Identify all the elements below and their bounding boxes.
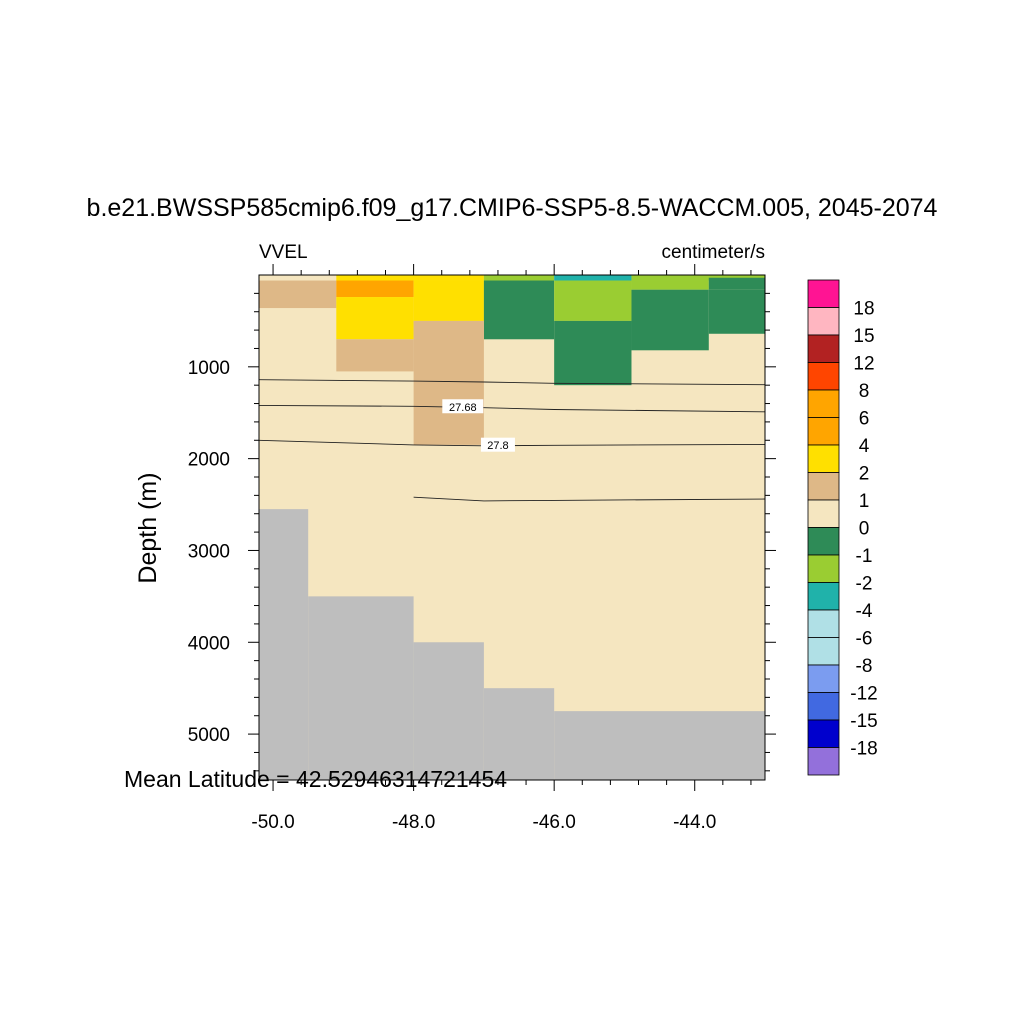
colorbar-box-13: [807, 637, 840, 666]
land-cell-1: [308, 596, 414, 780]
colorbar-label-0: 18: [853, 299, 874, 320]
data-cell-7: [336, 297, 414, 340]
colorbar-box-5: [807, 417, 840, 446]
colorbar-label-10: -2: [856, 574, 873, 595]
colorbar-label-13: -8: [856, 656, 873, 677]
colorbar-label-1: 15: [853, 326, 874, 347]
colorbar-label-5: 4: [859, 436, 870, 457]
colorbar-box-6: [807, 444, 840, 473]
y-tick-label-1: 2000: [188, 450, 230, 471]
units-label: centimeter/s: [662, 242, 765, 263]
contour-label-1: 27.68: [449, 402, 477, 414]
data-cell-10: [554, 280, 632, 321]
chart-title: b.e21.BWSSP585cmip6.f09_g17.CMIP6-SSP5-8…: [87, 194, 938, 222]
data-cell-14: [708, 289, 765, 334]
y-tick-label-3: 4000: [188, 633, 230, 654]
land-mask: [259, 509, 765, 780]
colorbar-box-4: [807, 389, 840, 418]
contour-label-bg-2: [480, 437, 515, 452]
colorbar-label-15: -15: [850, 711, 877, 732]
colorbar-label-14: -12: [850, 684, 877, 705]
colorbar-box-16: [807, 719, 840, 748]
data-cell-12: [708, 277, 765, 290]
colorbar-box-3: [807, 362, 840, 391]
colorbar-label-2: 12: [853, 354, 874, 375]
variable-label: VVEL: [259, 242, 308, 263]
y-tick-label-0: 1000: [188, 358, 230, 379]
data-cell-2: [483, 275, 555, 281]
colorbar-box-14: [807, 664, 840, 693]
data-cell-4: [631, 275, 765, 281]
land-cell-3: [483, 688, 555, 780]
colorbar-label-7: 1: [859, 491, 870, 512]
x-tick-labels: -50.0 -48.0 -46.0 -44.0: [251, 812, 716, 833]
data-cell-13: [631, 289, 709, 351]
colorbar-label-8: 0: [859, 519, 870, 540]
y-tick-label-4: 5000: [188, 725, 230, 746]
colorbar-label-6: 2: [859, 464, 870, 485]
contour-label-bg-1: [442, 399, 484, 414]
data-cell-8: [413, 280, 484, 321]
contour-label-2: 27.8: [487, 440, 508, 452]
land-cell-2: [413, 642, 484, 780]
colorbar-box-15: [807, 692, 840, 721]
plot-border: [258, 274, 766, 781]
y-axis-label: Depth (m): [134, 472, 162, 583]
colorbar-label-4: 6: [859, 409, 870, 430]
data-cell-11: [631, 280, 709, 290]
data-cell-5: [259, 280, 337, 309]
x-tick-label-1: -48.0: [392, 812, 435, 833]
colorbar-label-9: -1: [856, 546, 873, 567]
y-tick-label-2: 3000: [188, 541, 230, 562]
contour-line-3: [413, 496, 766, 502]
contour-line-0: [258, 379, 766, 386]
colorbar-box-0: [807, 279, 840, 308]
colorbar-box-7: [807, 472, 840, 501]
colorbar-box-1: [807, 307, 840, 336]
data-cell-16: [336, 339, 414, 372]
plot-frame: [258, 274, 766, 781]
colorbar: 18 15 12 8 6 4 2 1 0 -1 -2 -4 -6 -8 -12 -15 -18: [807, 279, 878, 776]
colorbar-box-12: [807, 609, 840, 638]
mean-latitude-footer: Mean Latitude = 42.52946314721454: [124, 766, 507, 792]
x-tick-label-2: -46.0: [533, 812, 576, 833]
colorbar-label-12: -6: [856, 629, 873, 650]
contour-line-1: [258, 404, 766, 413]
axis-ticks: [248, 264, 776, 791]
colorbar-box-2: [807, 334, 840, 363]
data-cell-0: [259, 275, 337, 281]
colorbar-label-11: -4: [856, 601, 873, 622]
colorbar-box-8: [807, 499, 840, 528]
data-cell-15: [554, 320, 632, 386]
data-cell-1: [336, 275, 484, 281]
data-cell-3: [554, 275, 632, 281]
colorbar-box-10: [807, 554, 840, 583]
colorbar-box-17: [807, 747, 840, 776]
data-cell-17: [413, 320, 484, 445]
x-tick-label-3: -44.0: [673, 812, 716, 833]
x-tick-label-0: -50.0: [251, 812, 294, 833]
data-cell-9: [483, 280, 555, 340]
colorbar-box-11: [807, 582, 840, 611]
land-cell-0: [259, 509, 309, 780]
colorbar-box-9: [807, 527, 840, 556]
density-contours: 27.68 27.8: [258, 379, 766, 502]
land-cell-4: [554, 711, 765, 780]
y-tick-labels: 1000 2000 3000 4000 5000: [188, 358, 230, 746]
colorbar-label-3: 8: [859, 381, 870, 402]
data-cell-6: [336, 280, 414, 298]
colorbar-label-16: -18: [850, 739, 877, 760]
